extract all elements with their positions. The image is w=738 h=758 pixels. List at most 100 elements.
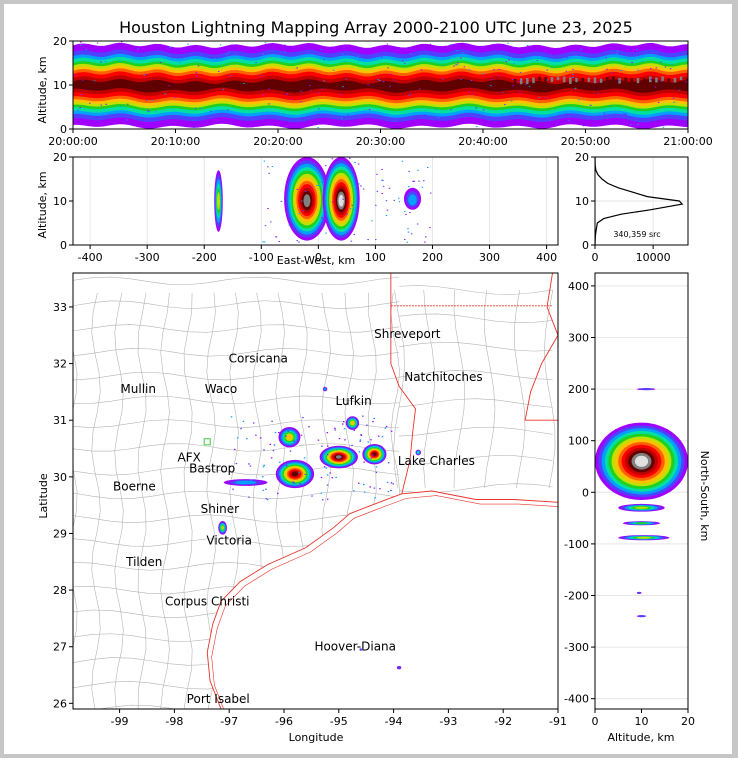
sparse-source — [390, 430, 393, 432]
sparse-source — [421, 186, 424, 188]
y-tick-label: 0 — [582, 486, 589, 499]
sparse-source — [685, 81, 687, 83]
sparse-source — [325, 232, 327, 234]
sparse-source — [393, 79, 396, 81]
parish-line — [399, 398, 553, 408]
sparse-source — [650, 68, 652, 70]
sparse-source — [610, 105, 612, 107]
sparse-source — [232, 488, 234, 490]
sparse-source — [385, 215, 388, 217]
sparse-source — [353, 429, 356, 431]
y-tick-label: -400 — [564, 693, 589, 706]
sparse-source — [323, 80, 325, 82]
altitude-northsouth-panel: 0 10 20 -400 -300 -200 -100 0 100 200 300 400 — [564, 272, 695, 728]
county-line — [137, 292, 147, 709]
sparse-source — [440, 120, 442, 122]
intense-mark — [513, 78, 517, 86]
sparse-source — [656, 44, 658, 46]
sparse-source — [345, 213, 348, 215]
sparse-source — [229, 465, 232, 468]
sparse-source — [248, 496, 250, 498]
sparse-source — [300, 200, 303, 202]
sparse-source — [326, 445, 329, 447]
sparse-source — [526, 55, 528, 57]
sparse-source — [73, 74, 76, 76]
sparse-source — [375, 204, 377, 206]
county-line — [73, 419, 400, 428]
sparse-source — [300, 434, 303, 436]
sparse-source — [417, 169, 419, 171]
x-tick-label: -95 — [330, 715, 348, 728]
sparse-source — [673, 101, 675, 103]
sparse-source — [210, 110, 212, 112]
sparse-source — [381, 56, 383, 58]
county-line — [73, 395, 400, 405]
x-tick-label: 400 — [536, 251, 557, 264]
sparse-source — [252, 422, 255, 424]
sparse-source — [385, 200, 388, 202]
sparse-source — [418, 88, 421, 90]
sparse-source — [381, 168, 383, 170]
sparse-source — [631, 53, 633, 55]
sparse-source — [228, 51, 231, 53]
sparse-source — [320, 492, 323, 494]
sparse-source — [287, 93, 289, 95]
sparse-source — [197, 65, 200, 67]
sparse-source — [256, 481, 259, 483]
sparse-source — [200, 108, 202, 110]
sparse-source — [166, 47, 169, 49]
sparse-source — [140, 48, 143, 50]
sparse-source — [240, 428, 242, 430]
sparse-source — [262, 466, 265, 468]
sparse-source — [678, 89, 681, 91]
sparse-source — [360, 434, 362, 436]
sparse-source — [80, 41, 82, 43]
x-tick-label: 21:00:00 — [663, 135, 712, 148]
sparse-source — [475, 107, 477, 109]
sparse-source — [423, 180, 425, 182]
sparse-source — [326, 122, 328, 124]
sparse-source — [270, 221, 272, 223]
sparse-source — [590, 119, 592, 121]
sparse-source — [100, 120, 102, 122]
sparse-source — [105, 103, 107, 105]
sparse-source — [373, 417, 375, 420]
x-tick-label: -200 — [192, 251, 217, 264]
sparse-source — [262, 489, 265, 491]
sparse-source — [321, 88, 323, 90]
y-tick-label: 20 — [53, 35, 67, 48]
sparse-source — [217, 70, 220, 72]
x-tick-label: 0 — [592, 715, 599, 728]
intense-mark — [562, 76, 566, 83]
sparse-source — [353, 209, 355, 211]
sparse-source — [274, 431, 277, 434]
sparse-source — [620, 70, 622, 72]
figure-frame: Houston Lightning Mapping Array 2000-210… — [4, 4, 732, 754]
sparse-source — [387, 67, 389, 69]
sparse-source — [264, 42, 267, 44]
sparse-source — [80, 94, 83, 96]
map-cluster-8-layer — [397, 666, 401, 669]
sparse-source — [424, 114, 426, 116]
cluster-1-layer — [303, 194, 311, 208]
sparse-source — [317, 184, 320, 186]
y-tick-label: 20 — [53, 151, 67, 164]
y-tick-label: 200 — [568, 383, 589, 396]
sparse-source — [471, 93, 474, 95]
sparse-source — [296, 240, 298, 242]
sparse-source — [565, 70, 568, 72]
sparse-source — [684, 125, 687, 127]
sparse-source — [164, 93, 167, 95]
y-tick-label: -300 — [564, 641, 589, 654]
sparse-source — [460, 79, 462, 81]
sparse-source — [572, 68, 574, 70]
eastwest-altitude-panel: -400 -300 -200 -100 0 100 200 300 400 0 10 20 — [53, 151, 559, 264]
sparse-source — [323, 59, 325, 61]
sparse-source — [81, 79, 84, 81]
sparse-source — [96, 42, 99, 44]
altitude-histogram-panel: 0 10000 0 10 20 — [575, 151, 689, 264]
sparse-source — [351, 444, 353, 447]
sparse-source — [100, 61, 102, 63]
city-label: Mullin — [120, 382, 156, 396]
sparse-source — [232, 481, 234, 483]
